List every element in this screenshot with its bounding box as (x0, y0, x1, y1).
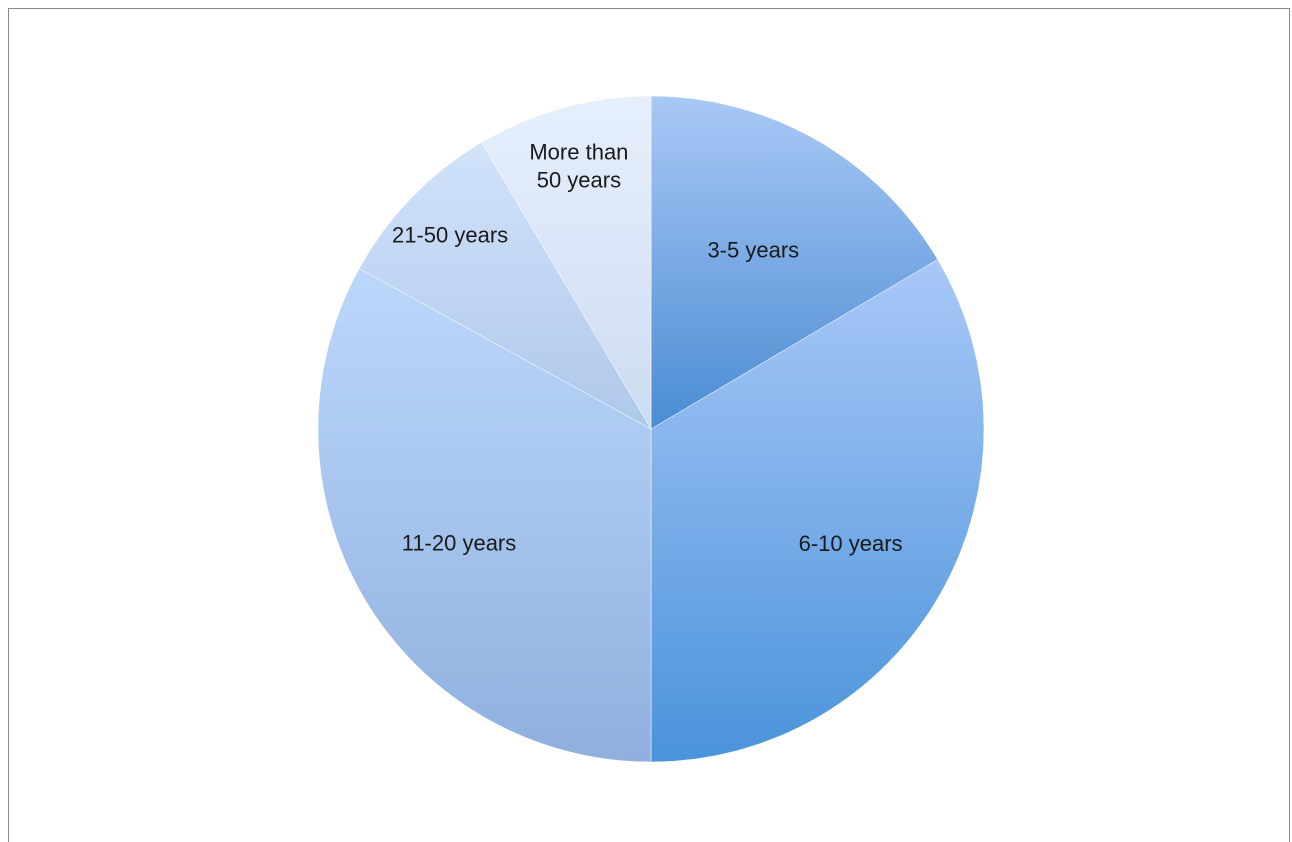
pie-slices (317, 95, 985, 763)
slice-label-more-than-50-years: More than 50 years (529, 140, 628, 193)
slice-label-3-5-years: 3-5 years (707, 238, 799, 263)
pie-slice-more-than-50-years (481, 95, 652, 430)
chart-frame (8, 8, 1290, 842)
pie-slice-6-10-years (650, 259, 985, 763)
slice-label-11-20-years: 11-20 years (402, 531, 517, 556)
slice-label-21-50-years: 21-50 years (392, 222, 508, 247)
pie-slice-11-20-years (317, 268, 652, 763)
slice-label-6-10-years: 6-10 years (799, 531, 903, 556)
pie-slice-3-5-years (650, 95, 938, 430)
pie-labels: 3-5 years 6-10 years 11-20 years 21-50 year… (392, 140, 903, 556)
pie-slice-21-50-years (358, 142, 652, 430)
